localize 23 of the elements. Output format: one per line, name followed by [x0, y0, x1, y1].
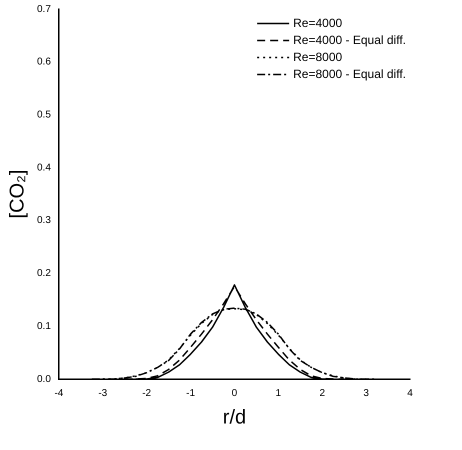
- y-tick-label: 0.4: [36, 162, 52, 174]
- x-tick-label: 2: [319, 388, 326, 399]
- x-tick-label: -2: [142, 388, 152, 399]
- x-axis-title: r/d: [222, 406, 246, 429]
- y-tick-label: 0.3: [36, 215, 52, 226]
- x-tick-label: 1: [276, 388, 282, 399]
- legend-label: Re=4000 - Equal diff.: [293, 32, 406, 47]
- y-tick-label: 0.5: [36, 109, 52, 120]
- y-tick-label: 0.7: [36, 4, 52, 15]
- y-axis-title: [CO₂]: [6, 170, 29, 218]
- x-tick-label: 3: [363, 388, 370, 399]
- x-tick-label: 0: [232, 388, 238, 399]
- x-tick-label: -4: [54, 388, 64, 399]
- legend-label: Re=4000: [293, 16, 343, 30]
- y-tick-label: 0.1: [36, 320, 52, 332]
- legend-label: Re=8000 - Equal diff.: [293, 66, 406, 81]
- y-tick-label: 0.0: [36, 374, 52, 385]
- x-tick-label: -3: [98, 388, 108, 399]
- x-tick-label: 4: [407, 388, 414, 399]
- y-tick-label: 0.2: [36, 268, 52, 280]
- y-tick-label: 0.6: [36, 56, 52, 68]
- legend-label: Re=8000: [293, 50, 343, 64]
- x-tick-label: -1: [186, 388, 196, 399]
